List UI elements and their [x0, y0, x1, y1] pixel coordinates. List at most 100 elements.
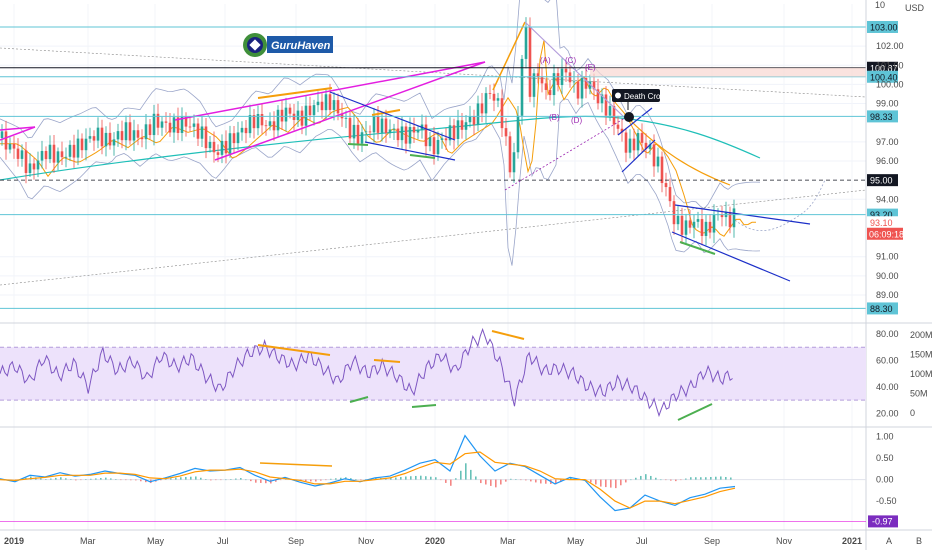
- macd-histogram-bar: [530, 479, 532, 482]
- candle-body: [700, 219, 704, 236]
- macd-histogram-bar: [520, 479, 522, 481]
- macd-histogram-bar: [675, 479, 677, 482]
- rsi-divergence-line: [257, 344, 331, 356]
- candle-body: [328, 94, 332, 110]
- macd-histogram-bar: [470, 469, 472, 480]
- candle-body: [76, 138, 80, 158]
- orange-impulse-line: [492, 21, 526, 91]
- macd-histogram-bar: [220, 479, 222, 481]
- candle-body: [300, 110, 304, 126]
- level-tag-label: 88.30: [870, 304, 893, 314]
- macd-histogram-bar: [170, 478, 172, 480]
- candle-body: [112, 139, 116, 146]
- macd-histogram-bar: [670, 479, 672, 481]
- wave-label-d: (D): [571, 116, 582, 125]
- macd-histogram-bar: [355, 479, 357, 480]
- candle-body: [60, 151, 64, 158]
- candle-body: [536, 73, 540, 78]
- trend-drawings[interactable]: [0, 21, 867, 286]
- candle-body: [704, 221, 708, 236]
- price-axis[interactable]: 102.00 101.00 100.00 99.00 97.00 96.00 94.00 91…: [876, 41, 904, 300]
- macd-histogram-bar: [425, 476, 427, 480]
- macd-histogram-bar: [185, 476, 187, 480]
- macd-histogram-bar: [200, 477, 202, 480]
- resistance-zone: [590, 67, 866, 77]
- candle-body: [240, 127, 244, 133]
- candle-body: [376, 116, 380, 133]
- macd-histogram-bar: [655, 477, 657, 480]
- candle-body: [604, 94, 608, 116]
- green-divergence-line: [409, 154, 436, 159]
- macd-divergence-line: [259, 462, 333, 467]
- macd-histogram-bar: [205, 479, 207, 480]
- time-tick-label: Sep: [704, 536, 720, 546]
- candle-body: [504, 128, 508, 137]
- candle-body: [304, 105, 308, 126]
- candle-body: [392, 128, 396, 130]
- candle-body: [488, 93, 492, 94]
- rsi-divergence-line: [373, 359, 401, 363]
- volume-tick-label: 0: [910, 408, 915, 418]
- candle-body: [180, 116, 184, 133]
- candle-body: [252, 115, 256, 129]
- macd-histogram-bar: [50, 478, 52, 480]
- candle-body: [568, 72, 572, 83]
- macd-histogram-bar: [335, 478, 337, 480]
- candle-body: [56, 151, 60, 163]
- death-cross-annotation[interactable]: Death Cross: [612, 89, 668, 122]
- candle-body: [648, 144, 652, 149]
- candle-body: [200, 126, 204, 139]
- candle-body: [68, 144, 72, 157]
- candle-body: [616, 124, 620, 129]
- macd-histogram-bar: [610, 479, 612, 488]
- guruhaven-logo[interactable]: GuruHaven: [243, 33, 333, 57]
- candle-body: [168, 122, 172, 133]
- countdown-label: 06:09:18: [869, 229, 904, 239]
- price-tick-label: 99.00: [876, 99, 899, 109]
- candle-body: [632, 138, 636, 151]
- candle-body: [688, 220, 692, 228]
- macd-histogram-bar: [545, 479, 547, 484]
- auto-scale-button[interactable]: A: [886, 536, 892, 546]
- candle-body: [164, 121, 168, 123]
- macd-histogram-bar: [310, 479, 312, 482]
- candle-body: [464, 122, 468, 130]
- candle-body: [428, 137, 432, 147]
- level-tag-label: 95.00: [870, 176, 893, 186]
- macd-histogram-bar: [225, 479, 227, 481]
- macd-signal-line: [0, 451, 736, 509]
- moving-average-slow: [0, 115, 761, 181]
- candle-body: [412, 127, 416, 133]
- macd-histogram-bar: [480, 479, 482, 484]
- candle-body: [440, 138, 444, 140]
- macd-histogram-bar: [305, 479, 307, 482]
- macd-pane[interactable]: 1.00 0.50 0.00 -0.50 -0.97: [0, 431, 898, 528]
- macd-histogram-bar: [620, 479, 622, 486]
- candle-body: [640, 133, 644, 143]
- candle-body: [676, 215, 680, 225]
- macd-histogram-bar: [715, 476, 717, 480]
- last-price-label: 93.10: [870, 218, 893, 228]
- candle-body: [28, 163, 32, 174]
- candle-body: [260, 113, 264, 126]
- candle-body: [384, 118, 388, 134]
- rsi-tick-label: 80.00: [876, 329, 899, 339]
- log-scale-button[interactable]: B: [916, 536, 922, 546]
- macd-histogram-bar: [375, 478, 377, 480]
- candle-body: [264, 125, 268, 127]
- candle-body: [224, 140, 228, 154]
- candle-body: [512, 152, 516, 173]
- macd-histogram-bar: [360, 479, 362, 481]
- candle-body: [364, 131, 368, 133]
- macd-histogram-bar: [510, 478, 512, 480]
- time-axis[interactable]: 2019 Mar May Jul Sep Nov 2020 Mar May Jul Sep Nov 20…: [4, 536, 862, 546]
- volume-tick-label: 100M: [910, 369, 932, 379]
- macd-histogram-bar: [340, 477, 342, 480]
- candle-body: [696, 219, 700, 222]
- candle-body: [484, 93, 488, 114]
- rsi-pane[interactable]: 80.00 60.00 40.00 20.00 200M 150M 100M 50M 0: [0, 327, 932, 421]
- rsi-tick-label: 20.00: [876, 408, 899, 418]
- magenta-trendline: [174, 61, 486, 121]
